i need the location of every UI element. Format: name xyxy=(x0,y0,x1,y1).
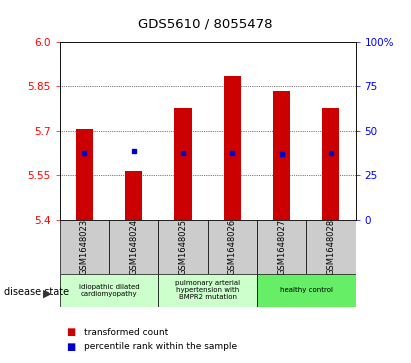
Bar xyxy=(257,220,306,274)
Bar xyxy=(208,220,257,274)
Bar xyxy=(109,220,158,274)
Text: idiopathic dilated
cardiomyopathy: idiopathic dilated cardiomyopathy xyxy=(79,284,139,297)
Bar xyxy=(158,220,208,274)
Text: GSM1648027: GSM1648027 xyxy=(277,219,286,275)
Text: ▶: ▶ xyxy=(43,288,52,298)
Bar xyxy=(125,171,142,220)
Bar xyxy=(60,220,109,274)
Text: ■: ■ xyxy=(66,327,75,337)
Bar xyxy=(306,220,356,274)
Text: ■: ■ xyxy=(66,342,75,352)
Text: percentile rank within the sample: percentile rank within the sample xyxy=(84,342,238,351)
Text: GSM1648023: GSM1648023 xyxy=(80,219,89,275)
Text: GSM1648028: GSM1648028 xyxy=(326,219,335,275)
Bar xyxy=(224,76,241,220)
Bar xyxy=(174,109,192,220)
Text: healthy control: healthy control xyxy=(280,287,332,293)
Text: GSM1648024: GSM1648024 xyxy=(129,219,138,275)
Bar xyxy=(257,274,356,307)
Text: GSM1648026: GSM1648026 xyxy=(228,219,237,275)
Text: GDS5610 / 8055478: GDS5610 / 8055478 xyxy=(138,18,273,31)
Bar xyxy=(60,274,158,307)
Bar xyxy=(322,109,339,220)
Text: pulmonary arterial
hypertension with
BMPR2 mutation: pulmonary arterial hypertension with BMP… xyxy=(175,280,240,301)
Bar xyxy=(273,91,290,220)
Bar xyxy=(76,129,93,220)
Text: transformed count: transformed count xyxy=(84,328,169,337)
Bar xyxy=(158,274,257,307)
Text: GSM1648025: GSM1648025 xyxy=(178,219,187,275)
Text: disease state: disease state xyxy=(4,287,69,297)
